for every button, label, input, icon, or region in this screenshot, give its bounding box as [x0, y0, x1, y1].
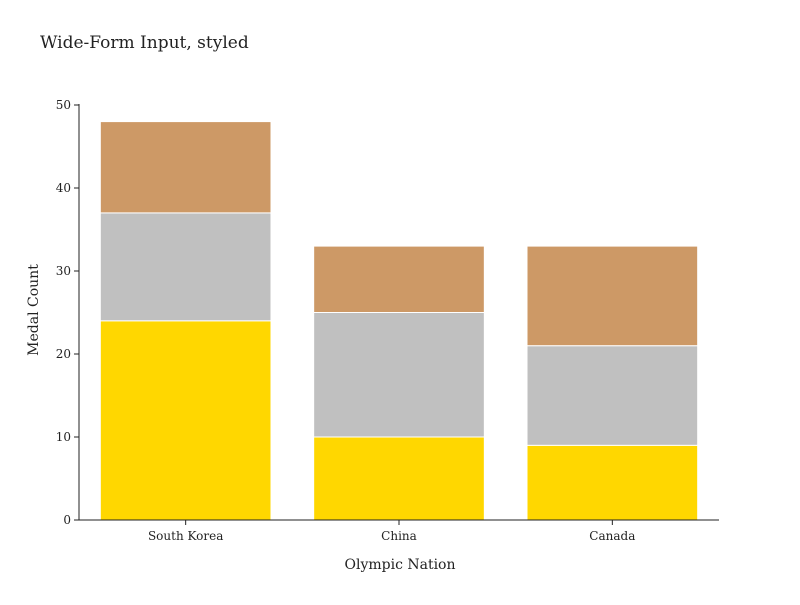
- x-tick-label: China: [381, 529, 417, 543]
- y-tick-label: 10: [56, 430, 71, 444]
- chart-title: Wide-Form Input, styled: [40, 33, 249, 53]
- bar-segment: [99, 212, 272, 322]
- bar-segment: [526, 444, 699, 521]
- bar-segment: [526, 245, 699, 347]
- y-tick-label: 40: [56, 181, 71, 195]
- bars-layer: [99, 121, 699, 521]
- bar-segment: [313, 312, 485, 438]
- x-axis-ticks: South Korea China Canada: [148, 520, 635, 543]
- y-axis-title: Medal Count: [26, 264, 42, 356]
- bar-segment: [99, 121, 272, 214]
- bar-segment: [99, 320, 272, 521]
- axes-layer: 0 10 20 30 40 50 South Korea China Canada: [56, 98, 719, 543]
- bar-segment: [313, 436, 485, 521]
- bar-segment: [313, 245, 485, 314]
- y-tick-label: 50: [56, 98, 71, 112]
- y-tick-label: 20: [56, 347, 71, 361]
- y-tick-label: 30: [56, 264, 71, 278]
- x-axis-title: Olympic Nation: [344, 557, 455, 573]
- bar-segment: [526, 345, 699, 446]
- y-tick-label: 0: [63, 513, 71, 527]
- y-axis-ticks: 0 10 20 30 40 50: [56, 98, 79, 527]
- x-tick-label: South Korea: [148, 529, 223, 543]
- x-tick-label: Canada: [589, 529, 635, 543]
